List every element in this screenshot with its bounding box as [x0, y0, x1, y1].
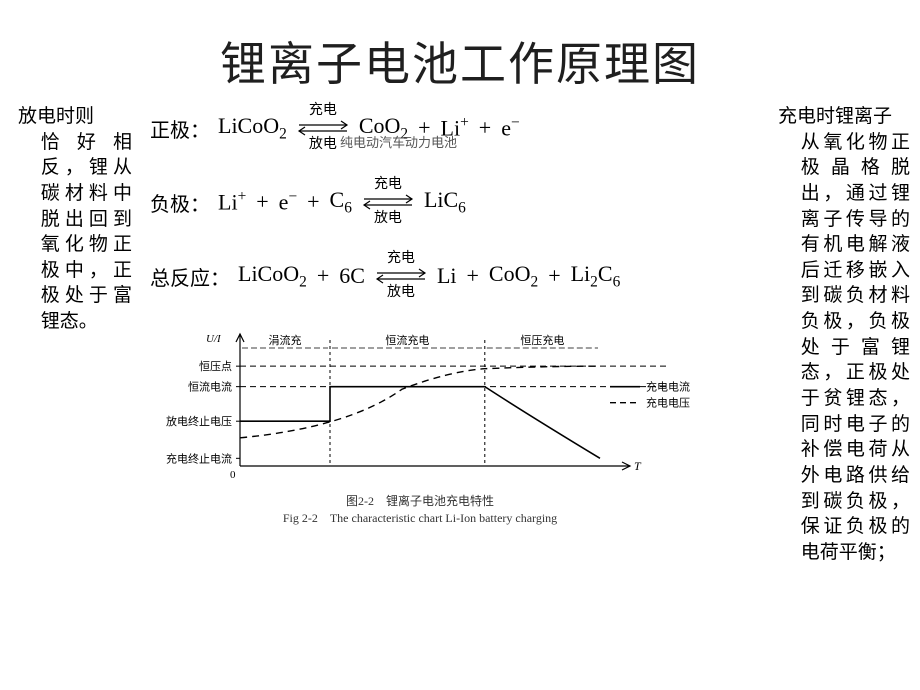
left-text-column: 放电时则 恰好相反，锂从碳材料中脱出回到氧化物正极中，正极处于富锂态。: [10, 104, 140, 674]
right-text-line1: 充电时锂离子: [778, 104, 910, 130]
content-row: 放电时则 恰好相反，锂从碳材料中脱出回到氧化物正极中，正极处于富锂态。 纯电动汽…: [0, 104, 920, 684]
svg-text:恒流电流: 恒流电流: [188, 380, 232, 394]
equation-negative: 负极： Li+ + e− + C6 充电 放电 LiC6: [150, 178, 760, 226]
svg-text:充电终止电流: 充电终止电流: [166, 451, 232, 465]
svg-text:T: T: [634, 459, 642, 473]
chart-caption: 图2-2 锂离子电池充电特性 Fig 2-2 The characteristi…: [150, 493, 690, 527]
eq-pos-right-c: e: [501, 116, 511, 141]
svg-text:U/I: U/I: [206, 333, 222, 345]
left-text-line1: 放电时则: [18, 104, 132, 130]
eq-total-left-b: 6C: [339, 263, 365, 289]
watermark-text: 纯电动汽车动力电池: [340, 132, 457, 151]
chart-svg: U/I T 涓流充 恒流充电 恒压充电恒压点恒流电流放电终止电压充电终止电流 充电电流充电…: [150, 326, 690, 486]
center-column: 纯电动汽车动力电池 正极： LiCoO2 充电 放电 CoO2 + Li+ + …: [140, 104, 770, 674]
eq-pos-label: 正极：: [150, 114, 210, 143]
svg-text:恒流充电: 恒流充电: [385, 333, 429, 347]
chart-caption-en: Fig 2-2 The characteristic chart Li-Ion …: [283, 511, 557, 525]
reaction-arrow: 充电 放电: [375, 252, 427, 300]
eq-neg-left-c: C: [330, 187, 345, 212]
eq-pos-left: LiCoO: [218, 113, 279, 138]
svg-text:恒压点: 恒压点: [199, 360, 232, 373]
eq-total-left-a: LiCoO: [238, 261, 299, 286]
eq-neg-left-a: Li: [218, 190, 238, 215]
eq-total-right-a: Li: [437, 263, 457, 289]
right-text-rest: 从氧化物正极晶格脱出，通过锂离子传导的有机电解液后迁移嵌入到碳负材料负极，负极处…: [778, 130, 910, 566]
reaction-arrow: 充电 放电: [362, 178, 414, 226]
eq-total-right-b: CoO: [489, 261, 531, 286]
eq-total-label: 总反应：: [150, 262, 230, 291]
svg-text:涓流充: 涓流充: [269, 333, 302, 347]
left-text-rest: 恰好相反，锂从碳材料中脱出回到氧化物正极中，正极处于富锂态。: [18, 130, 132, 335]
equation-total: 总反应： LiCoO2 + 6C 充电 放电 Li + CoO2 + Li2C6: [150, 252, 760, 300]
svg-text:充电电流: 充电电流: [646, 380, 690, 394]
chart-caption-cn: 图2-2 锂离子电池充电特性: [346, 494, 494, 508]
eq-neg-right: LiC: [424, 187, 458, 212]
svg-text:0: 0: [230, 469, 236, 481]
svg-text:放电终止电压: 放电终止电压: [166, 414, 232, 428]
eq-total-right-c: Li: [571, 261, 591, 286]
right-text-column: 充电时锂离子 从氧化物正极晶格脱出，通过锂离子传导的有机电解液后迁移嵌入到碳负材…: [770, 104, 910, 674]
charging-chart: U/I T 涓流充 恒流充电 恒压充电恒压点恒流电流放电终止电压充电终止电流 充电电流充电…: [150, 326, 690, 521]
svg-text:充电电压: 充电电压: [646, 396, 690, 410]
svg-text:恒压充电: 恒压充电: [520, 333, 564, 347]
eq-neg-label: 负极：: [150, 188, 210, 217]
page-title: 锂离子电池工作原理图: [0, 0, 920, 104]
eq-neg-left-b: e: [279, 190, 289, 215]
